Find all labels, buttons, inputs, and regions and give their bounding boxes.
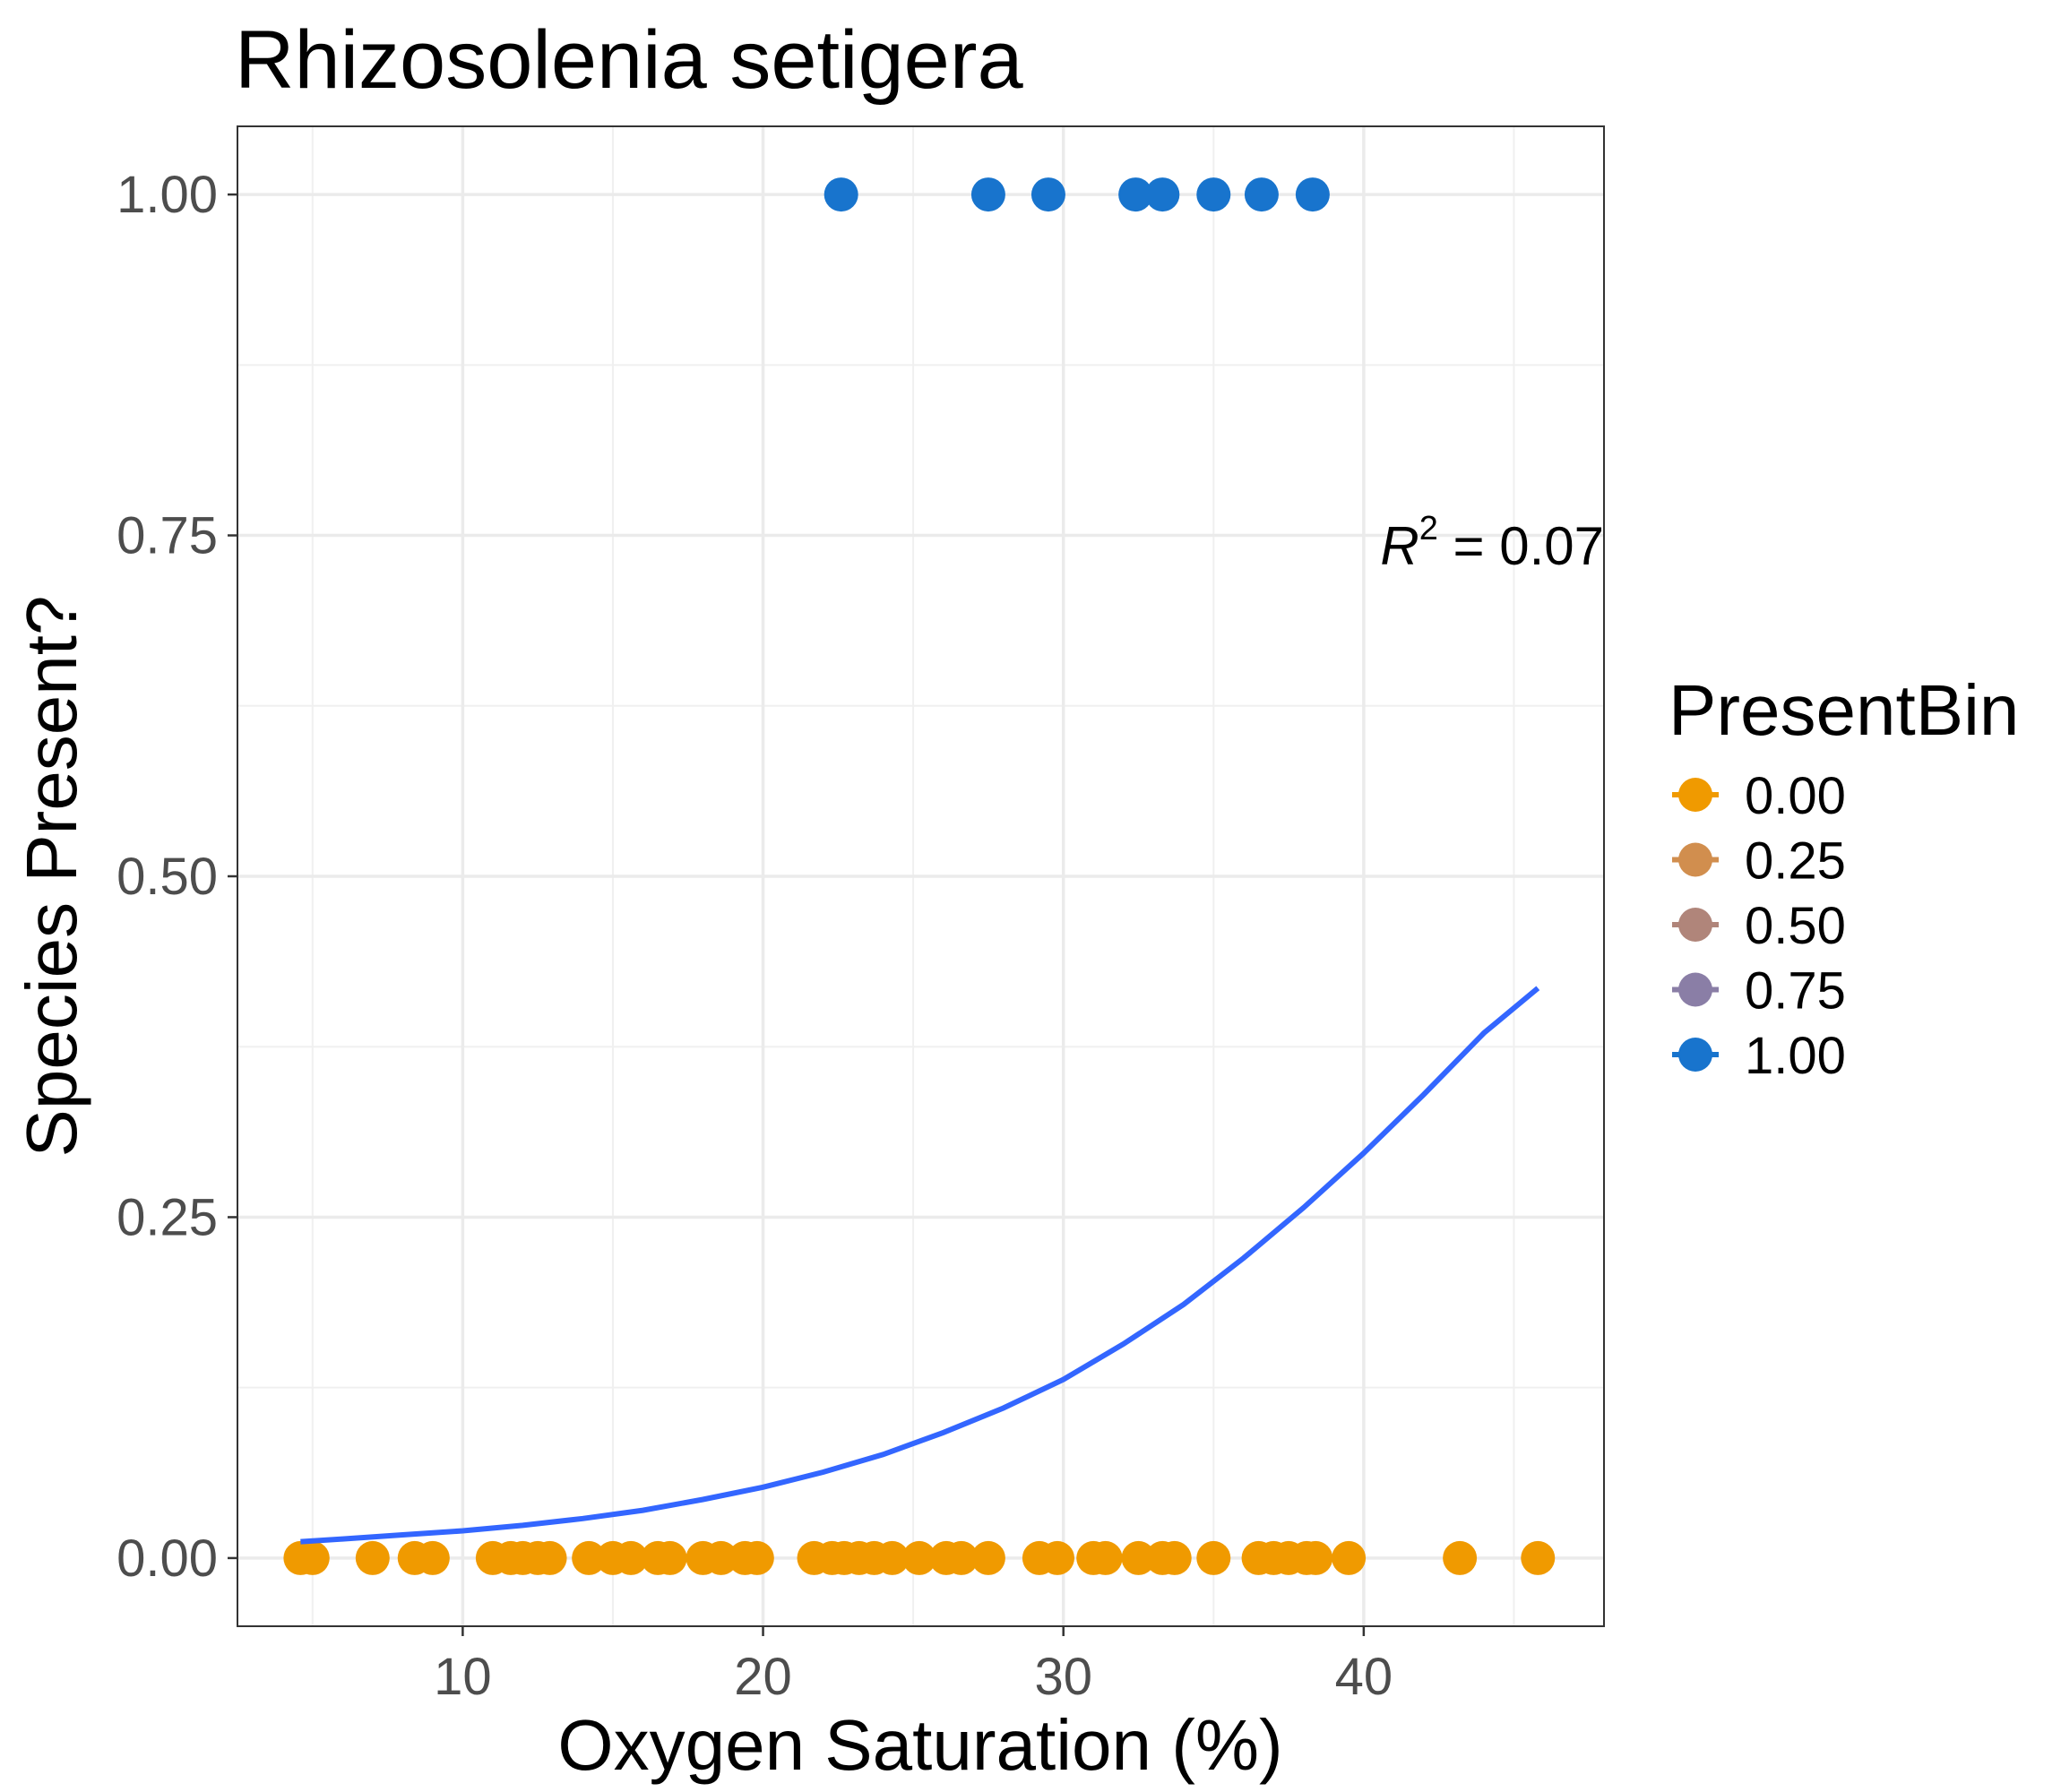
data-point-absent: [532, 1540, 567, 1575]
legend-title: PresentBin: [1669, 670, 2019, 750]
legend-label: 0.25: [1745, 832, 1846, 891]
y-tick-label: 0.00: [116, 1529, 218, 1588]
legend-key-point: [1678, 1038, 1712, 1072]
y-tick-label: 0.50: [116, 848, 218, 906]
data-point-absent: [1157, 1540, 1192, 1575]
data-point-absent: [739, 1540, 774, 1575]
x-axis-ticks: 10 20 30 40: [434, 1626, 1393, 1706]
data-point-absent: [1521, 1540, 1556, 1575]
data-point-absent: [875, 1540, 910, 1575]
data-point-absent: [614, 1540, 649, 1575]
x-tick-label: 30: [1034, 1648, 1092, 1706]
data-point-absent: [970, 1540, 1005, 1575]
legend-label: 1.00: [1745, 1027, 1846, 1085]
data-point-present: [970, 177, 1005, 212]
r-squared-exponent: 2: [1419, 510, 1438, 547]
data-point-absent: [1196, 1540, 1231, 1575]
data-point-absent: [944, 1540, 979, 1575]
data-point-absent: [1040, 1540, 1074, 1575]
legend-label: 0.50: [1745, 897, 1846, 955]
data-point-absent: [901, 1540, 936, 1575]
legend-label: 0.00: [1745, 767, 1846, 825]
legend-key-point: [1678, 972, 1712, 1007]
legend: PresentBin 0.00 0.25 0.50 0.75 1.00: [1669, 670, 2019, 1085]
legend-keys: 0.00 0.25 0.50 0.75 1.00: [1672, 767, 1846, 1085]
x-axis-title: Oxygen Saturation (%): [557, 1705, 1282, 1785]
data-point-present: [1118, 177, 1153, 212]
legend-key-point: [1678, 842, 1712, 877]
data-point-absent: [1443, 1540, 1478, 1575]
r-squared-value: = 0.07: [1438, 516, 1604, 576]
data-point-absent: [295, 1540, 330, 1575]
x-tick-label: 40: [1335, 1648, 1393, 1706]
chart-title: Rhizosolenia setigera: [235, 14, 1023, 106]
data-point-present: [1145, 177, 1180, 212]
data-point-absent: [652, 1540, 687, 1575]
y-axis-ticks: 0.00 0.25 0.50 0.75 1.00: [116, 166, 237, 1588]
r-squared-symbol: R: [1380, 516, 1419, 576]
data-point-present: [824, 177, 858, 212]
data-point-present: [1244, 177, 1279, 212]
data-point-absent: [1088, 1540, 1123, 1575]
y-tick-label: 0.75: [116, 507, 218, 565]
y-tick-label: 0.25: [116, 1188, 218, 1246]
data-point-absent: [1121, 1540, 1156, 1575]
data-point-absent: [703, 1540, 738, 1575]
data-point-absent: [572, 1540, 607, 1575]
data-point-absent: [355, 1540, 390, 1575]
legend-key-point: [1678, 778, 1712, 812]
y-tick-label: 1.00: [116, 166, 218, 224]
data-point-present: [1295, 177, 1330, 212]
x-tick-label: 10: [434, 1648, 492, 1706]
x-tick-label: 20: [734, 1648, 792, 1706]
data-point-present: [1030, 177, 1065, 212]
y-axis-title: Species Present?: [12, 595, 91, 1157]
fit-layer: [300, 986, 1540, 1545]
logistic-fit-line: [300, 986, 1540, 1545]
legend-key-point: [1678, 908, 1712, 942]
data-point-absent: [415, 1540, 450, 1575]
data-point-absent: [1298, 1540, 1333, 1575]
plot-area: [237, 125, 1605, 1627]
r-squared-annotation: R2 = 0.07: [1380, 510, 1604, 576]
data-point-present: [1196, 177, 1231, 212]
data-point-absent: [1332, 1540, 1367, 1575]
points-layer: [283, 177, 1556, 1575]
legend-label: 0.75: [1745, 962, 1846, 1021]
